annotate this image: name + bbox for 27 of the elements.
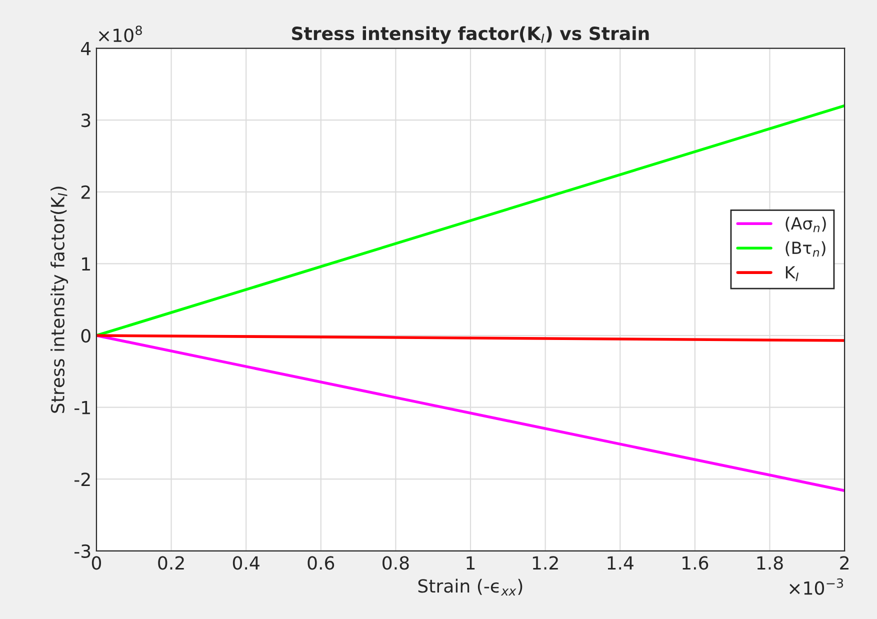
x-tick-label: 1.2: [532, 556, 558, 570]
y-tick-label: 3: [82, 114, 90, 128]
x-tick-label: 0: [92, 556, 102, 570]
x-tick-label: 1.6: [682, 556, 708, 570]
x-tick-label: 1: [466, 556, 475, 570]
y-tick-label: 4: [81, 42, 91, 56]
text: ×10$^{8}$: [98, 26, 142, 42]
x-tick-label: 0.6: [308, 556, 334, 570]
y-tick-label: -2: [74, 472, 90, 486]
legend-label: (Aσ$_{n}$): [786, 216, 826, 232]
legend-label: (Bτ$_{n}$): [786, 241, 826, 257]
y-tick-label: 2: [81, 185, 90, 199]
y-axis-title: Stress intensity factor(K$_{I}$): [50, 186, 68, 413]
x-tick-label: 0.4: [232, 556, 260, 570]
x-tick-label: 2: [840, 556, 848, 570]
legend-label: K$_{I}$: [786, 266, 799, 282]
x-tick-label: 0.8: [382, 556, 409, 570]
y-tick-label: 1: [82, 257, 90, 271]
y-tick-label: -1: [74, 401, 90, 414]
y-tick-label: 0: [81, 328, 90, 343]
x-tick-label: 1.4: [608, 556, 634, 570]
x-tick-label: 1.8: [757, 556, 783, 570]
y-tick-label: -3: [74, 544, 90, 558]
chart-title: Stress intensity factor(K$_{I}$) vs Strain: [292, 26, 649, 44]
text: ×10$^{−3}$: [790, 578, 844, 595]
x-tick-label: 0.2: [158, 556, 184, 570]
x-axis-title: Strain (-ϵ$_{xx}$): [418, 578, 522, 596]
